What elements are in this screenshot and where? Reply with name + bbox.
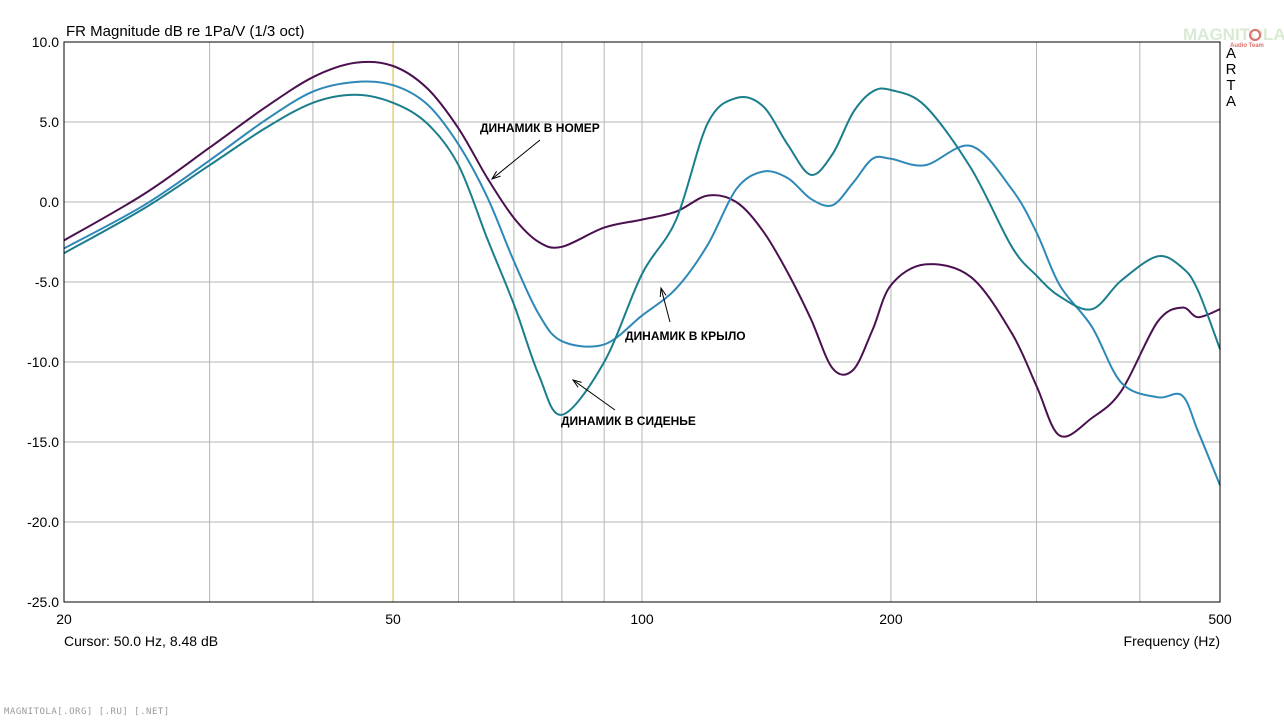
y-tick-label: 5.0 [40,114,60,130]
x-tick-label: 50 [385,611,401,627]
annotation-arrow-1 [491,139,541,180]
x-tick-label: 500 [1208,611,1232,627]
annotation-arrow-2 [660,287,671,323]
y-tick-label: -20.0 [27,514,59,530]
x-tick-label: 200 [879,611,903,627]
y-tick-label: -25.0 [27,594,59,610]
annotation-arrowhead-3 [571,379,582,388]
y-tick-label: -5.0 [35,274,59,290]
series-line-1 [63,60,1221,438]
annotation-arrowhead-2 [659,286,667,298]
chart-title: FR Magnitude dB re 1Pa/V (1/3 oct) [66,23,304,40]
arta-letter-1: A [1226,45,1236,62]
x-tick-label: 100 [630,611,654,627]
footer-text: MAGNITOLA[.ORG] [.RU] [.NET] [4,707,170,717]
y-tick-labels: 10.0 5.0 0.0 -5.0 -10.0 -15.0 -20.0 -25.0 [27,34,59,610]
y-tick-label: 0.0 [40,194,60,210]
arta-letter-3: T [1226,77,1235,94]
x-tick-label: 20 [56,611,72,627]
arta-letter-4: A [1226,93,1236,110]
watermark-subtext: Audio Team [1230,43,1264,49]
annotation-arrow-3 [572,379,616,411]
annotation-label-3: ДИНАМИК В СИДЕНЬЕ [561,414,696,428]
series-line-3 [63,87,1221,416]
x-axis-label: Frequency (Hz) [1124,633,1220,649]
arta-side-label: A R T A [1226,45,1237,110]
annotation-arrowhead-1 [490,171,501,180]
arta-letter-2: R [1226,61,1237,78]
watermark-text: MAGNITOLA [1183,25,1284,44]
annotation-label-1: ДИНАМИК В НОМЕР [480,121,600,135]
watermark-logo: MAGNITOLA Audio Team [1183,25,1284,49]
y-tick-label: -10.0 [27,354,59,370]
annotation-label-2: ДИНАМИК В КРЫЛО [625,329,746,343]
series-lines [63,60,1221,486]
x-tick-labels: 20 50 100 200 500 [56,611,1232,627]
y-tick-label: -15.0 [27,434,59,450]
watermark-ring-icon [1249,29,1261,41]
plot-frame [63,41,1221,603]
annotations: ДИНАМИК В НОМЕР ДИНАМИК В КРЫЛО ДИНАМИК В … [480,121,746,428]
series-line-2 [63,80,1221,486]
cursor-readout: Cursor: 50.0 Hz, 8.48 dB [64,633,218,649]
grid-lines [63,41,1221,603]
y-tick-label: 10.0 [32,34,59,50]
